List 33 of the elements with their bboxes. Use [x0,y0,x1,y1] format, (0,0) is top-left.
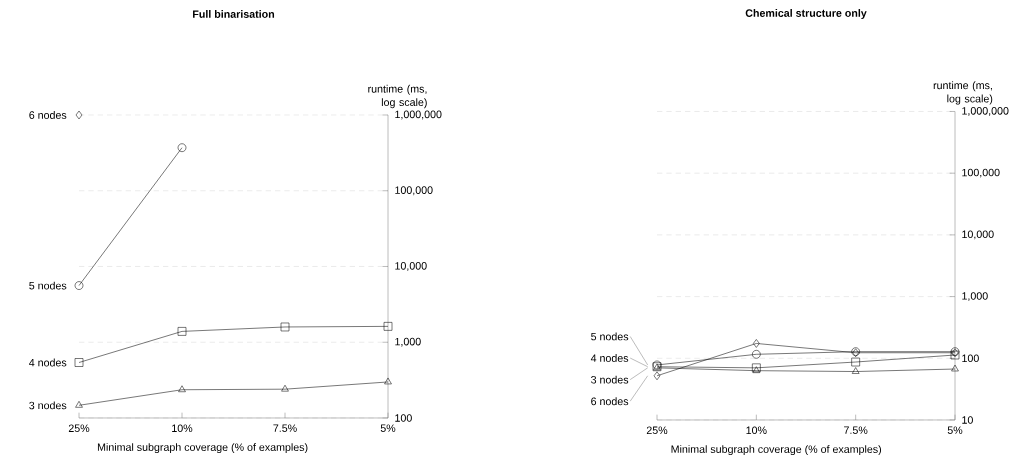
x-tick-label: 25% [68,424,90,433]
x-tick-label: 7.5% [273,424,297,432]
y-tick-label: 100,000 [395,186,433,196]
x-tick-label: 10% [746,426,767,435]
x-tick-label: 25% [646,426,668,435]
y-tick-label: 1,000 [395,337,421,347]
x-tick-label: 7.5% [844,426,868,434]
text: 5 nodes [591,332,629,341]
x-tick-label: 5% [947,426,963,434]
y-tick-label: 1,000 [962,292,988,301]
y-tick-label: 100 [395,414,412,422]
series-label: 5 nodes [29,281,67,290]
y-tick-label: 100,000 [962,168,1000,178]
y-tick-label: 10 [962,416,973,424]
series-label: 6 nodes [29,111,67,119]
text: 4 nodes [590,354,629,362]
text: 3 nodes [591,375,629,384]
y-tick-label: 10,000 [962,230,994,240]
y-tick-label: 1,000,000 [395,110,442,120]
y-axis-title: runtime (ms, log scale) [933,81,993,105]
chart-title: Chemical structure only [745,9,867,19]
y-tick-label: 1,000,000 [962,107,1009,116]
series-label: 4 nodes [29,358,67,367]
chart-title: Full binarisation [193,10,275,18]
y-axis-title: runtime (ms, log scale) [368,84,427,109]
text: 6 nodes [591,397,629,406]
series-label: 3 nodes [29,401,67,410]
x-tick-label: 10% [172,424,193,433]
y-tick-label: 10,000 [395,262,427,271]
x-axis-title: Minimal subgraph coverage (% of examples) [97,443,308,454]
y-tick-label: 100 [962,354,979,363]
x-tick-label: 5% [380,424,396,432]
x-axis-title: Minimal subgraph coverage (% of examples) [671,445,882,456]
